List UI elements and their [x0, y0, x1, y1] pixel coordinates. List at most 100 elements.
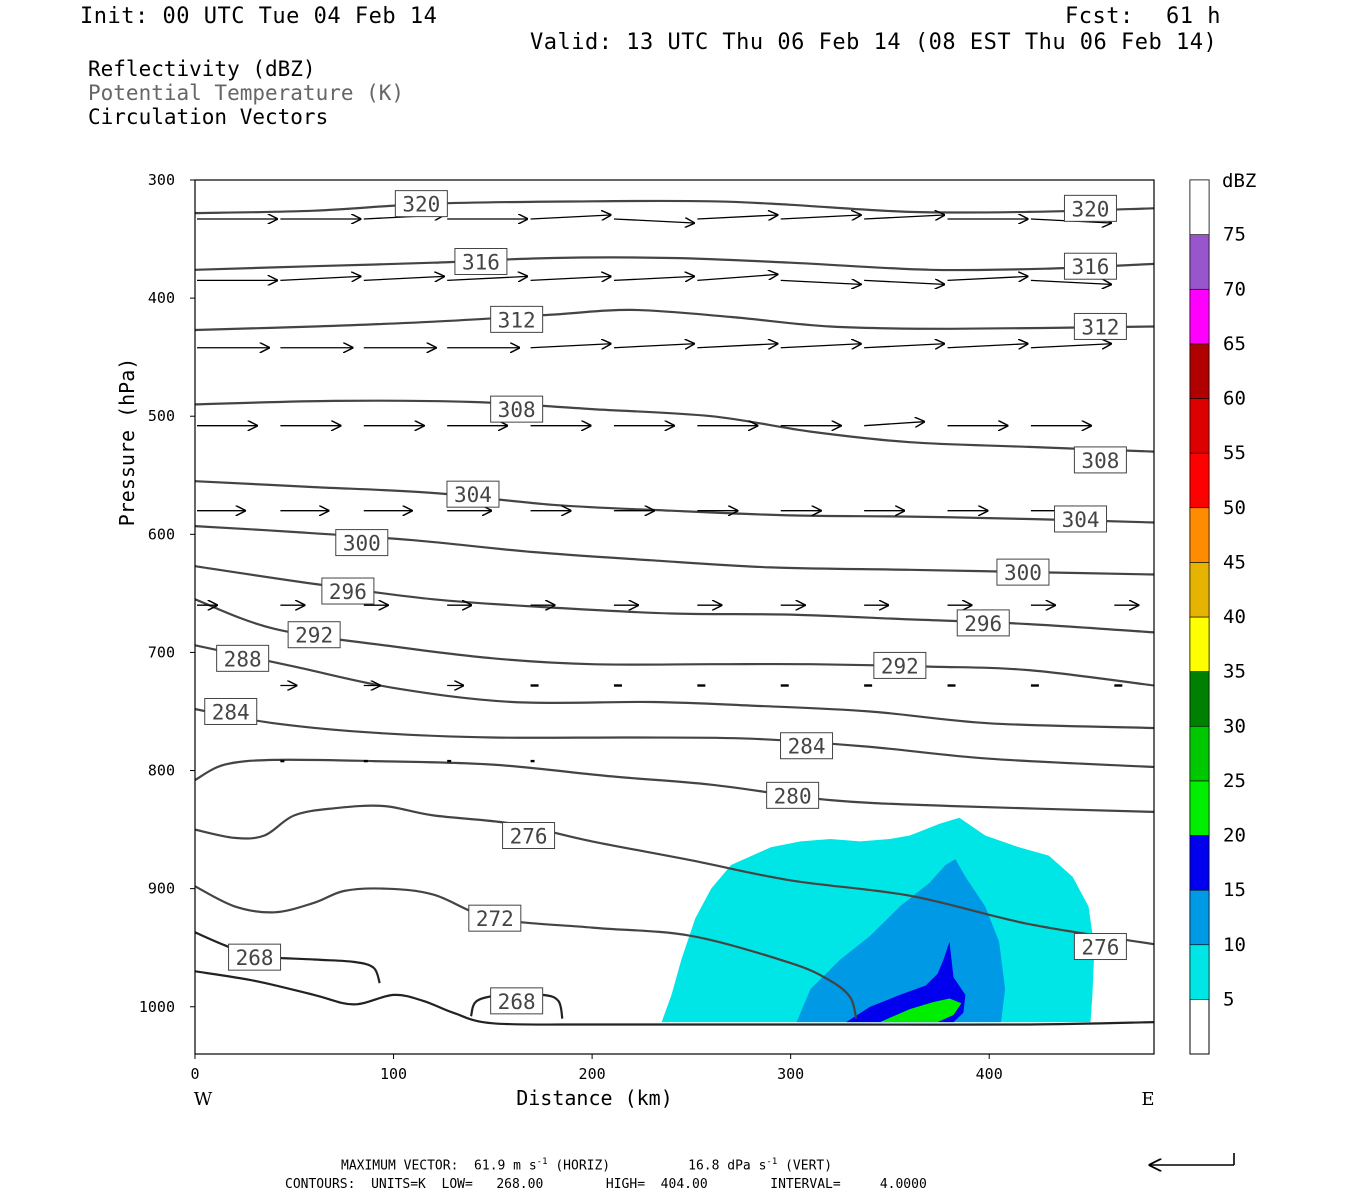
- vector-arrow: [613, 344, 694, 348]
- colorbar-swatch-25: [1189, 725, 1210, 782]
- colorbar-swatch-75: [1189, 179, 1210, 235]
- vector-arrow: [613, 219, 694, 223]
- contour-label-296: 296: [956, 609, 1010, 637]
- colorbar-label: 25: [1223, 770, 1246, 792]
- contour-label-300: 300: [996, 558, 1050, 586]
- contour-label-320: 320: [394, 190, 448, 218]
- contour-label-304: 304: [446, 480, 500, 508]
- colorbar-label: 70: [1223, 278, 1246, 300]
- svg-text:276: 276: [1081, 936, 1119, 960]
- colorbar-swatch-40: [1189, 562, 1210, 618]
- contour-label-316: 316: [454, 247, 508, 275]
- colorbar-swatch-15: [1189, 835, 1210, 891]
- theta-contour-316: [195, 256, 1154, 272]
- vector-arrow: [780, 280, 861, 284]
- plot-frame: [194, 179, 1155, 1055]
- vector-arrow: [780, 215, 861, 219]
- colorbar-label: 10: [1223, 934, 1246, 956]
- contour-label-292: 292: [873, 651, 927, 679]
- contour-label-304: 304: [1054, 505, 1108, 533]
- theta-contour-268: [195, 931, 381, 984]
- theta-contour-304: [195, 480, 1154, 524]
- colorbar-label: 75: [1223, 224, 1246, 246]
- legend-potential-temperature: Potential Temperature (K): [88, 81, 405, 105]
- svg-text:308: 308: [498, 398, 536, 422]
- max-vector-exponent: -1: [536, 1157, 548, 1167]
- vector-arrow: [947, 276, 1028, 280]
- theta-contour-312: [195, 308, 1154, 332]
- vector-arrow: [697, 215, 777, 219]
- vector-arrow: [280, 276, 360, 280]
- contour-label-284: 284: [780, 732, 834, 760]
- svg-text:320: 320: [402, 193, 440, 217]
- colorbar-label: 5: [1223, 988, 1234, 1010]
- svg-text:296: 296: [964, 612, 1002, 636]
- y-tick-label: 700: [148, 643, 175, 661]
- y-tick-label: 600: [148, 525, 175, 543]
- colorbar-swatch-35: [1189, 616, 1210, 672]
- svg-text:268: 268: [498, 990, 536, 1014]
- x-tick-label: 0: [190, 1065, 199, 1083]
- contour-label-300: 300: [335, 529, 389, 557]
- theta-contours: [195, 199, 1154, 1026]
- reflectivity-region-20: [880, 998, 962, 1023]
- vector-arrow: [530, 215, 611, 219]
- contour-label-312: 312: [1073, 312, 1127, 340]
- svg-text:312: 312: [1081, 315, 1119, 339]
- colorbar-label: 45: [1223, 551, 1246, 573]
- svg-text:300: 300: [1004, 561, 1042, 585]
- colorbar-swatch-20: [1189, 780, 1210, 836]
- colorbar-swatch-65: [1189, 288, 1210, 345]
- contour-label-288: 288: [216, 644, 270, 672]
- vector-arrow: [780, 344, 861, 348]
- vector-arrow: [1030, 344, 1111, 348]
- svg-text:304: 304: [1062, 508, 1100, 532]
- svg-text:284: 284: [212, 700, 250, 724]
- y-tick-label: 300: [148, 171, 175, 189]
- colorbar-swatch-60: [1189, 343, 1210, 399]
- west-label: W: [194, 1089, 213, 1110]
- contour-label-296: 296: [321, 577, 375, 605]
- contour-label-280: 280: [766, 781, 820, 809]
- y-tick-label: 500: [148, 407, 175, 425]
- theta-contour-320: [195, 199, 1154, 215]
- contour-label-312: 312: [490, 305, 544, 333]
- colorbar-label: 50: [1223, 497, 1246, 519]
- contour-label-320: 320: [1063, 194, 1117, 222]
- vector-arrow: [697, 344, 777, 348]
- colorbar-label: 35: [1223, 661, 1246, 683]
- svg-text:292: 292: [881, 654, 919, 678]
- y-tick-label: 400: [148, 289, 175, 307]
- axes: 300 400 500 600 700 800 900 1000 0 100 200 300 400 Di…: [115, 171, 1155, 1110]
- y-tick-label: 1000: [139, 998, 175, 1016]
- forecast-hour: 61 h: [1166, 4, 1221, 29]
- vector-arrow: [864, 215, 944, 219]
- contour-label-268: 268: [490, 987, 544, 1015]
- contour-label-272: 272: [468, 904, 522, 932]
- x-tick-label: 200: [579, 1065, 606, 1083]
- east-label: E: [1141, 1089, 1154, 1110]
- x-tick-label: 400: [976, 1065, 1003, 1083]
- colorbar-label: 15: [1223, 879, 1246, 901]
- svg-text:316: 316: [1071, 255, 1109, 279]
- init-time: Init: 00 UTC Tue 04 Feb 14: [80, 4, 438, 29]
- vector-arrow: [947, 344, 1028, 348]
- colorbar-swatch-55: [1189, 398, 1210, 454]
- y-axis-label: Pressure (hPa): [115, 358, 139, 527]
- y-tick-label: 900: [148, 880, 175, 898]
- colorbar-swatch-45: [1189, 507, 1210, 563]
- legend-circulation-vectors: Circulation Vectors: [88, 105, 329, 129]
- colorbar-swatch-30: [1189, 671, 1210, 727]
- vector-arrow: [864, 344, 944, 348]
- colorbar-label: 40: [1223, 606, 1246, 628]
- vector-arrow: [363, 276, 444, 280]
- legend-reflectivity: Reflectivity (dBZ): [88, 57, 316, 81]
- theta-contour-280: [195, 758, 1154, 813]
- svg-text:300: 300: [343, 532, 381, 556]
- svg-text:320: 320: [1071, 197, 1109, 221]
- colorbar-swatch-70: [1189, 234, 1210, 290]
- svg-text:268: 268: [236, 946, 274, 970]
- colorbar-label: 30: [1223, 715, 1246, 737]
- svg-text:272: 272: [476, 907, 514, 931]
- contour-label-276: 276: [1073, 933, 1127, 961]
